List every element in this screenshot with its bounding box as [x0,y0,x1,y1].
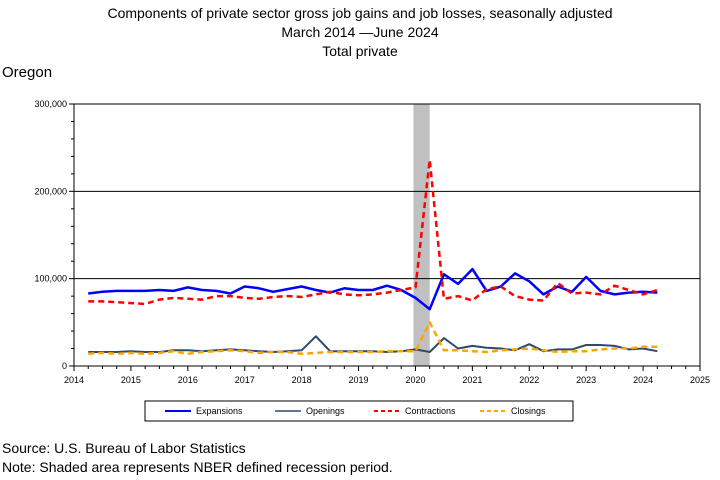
plot-frame [73,103,701,367]
chart-date-range: March 2014 —June 2024 [281,24,439,40]
x-tick-label: 2015 [121,375,141,385]
x-tick-label: 2020 [405,375,425,385]
x-tick-label: 2018 [292,375,312,385]
x-tick-label: 2025 [690,375,710,385]
chart-subtitle: Total private [322,43,398,59]
y-tick-label: 0 [62,361,67,371]
chart-title: Components of private sector gross job g… [107,5,613,21]
source-note: Source: U.S. Bureau of Labor Statistics [2,440,246,456]
x-tick-label: 2023 [576,375,596,385]
x-tick-label: 2019 [349,375,369,385]
y-tick-label: 300,000 [34,99,67,109]
x-tick-label: 2022 [519,375,539,385]
legend-box [144,400,574,422]
region-label: Oregon [2,64,53,81]
x-tick-label: 2021 [462,375,482,385]
legend-label-expansions: Expansions [196,406,243,416]
x-tick-label: 2016 [178,375,198,385]
x-tick-label: 2024 [633,375,653,385]
series-line-closings [88,321,658,356]
x-tick-label: 2014 [64,375,84,385]
y-tick-label: 100,000 [34,274,67,284]
recession-note: Note: Shaded area represents NBER define… [2,459,393,475]
legend-label-openings: Openings [306,406,345,416]
legend-label-contractions: Contractions [405,406,456,416]
series-line-expansions [88,267,658,311]
legend-label-closings: Closings [511,406,546,416]
series-line-contractions [88,158,658,306]
y-tick-label: 200,000 [34,186,67,196]
x-tick-label: 2017 [235,375,255,385]
series-line-openings [88,335,658,353]
